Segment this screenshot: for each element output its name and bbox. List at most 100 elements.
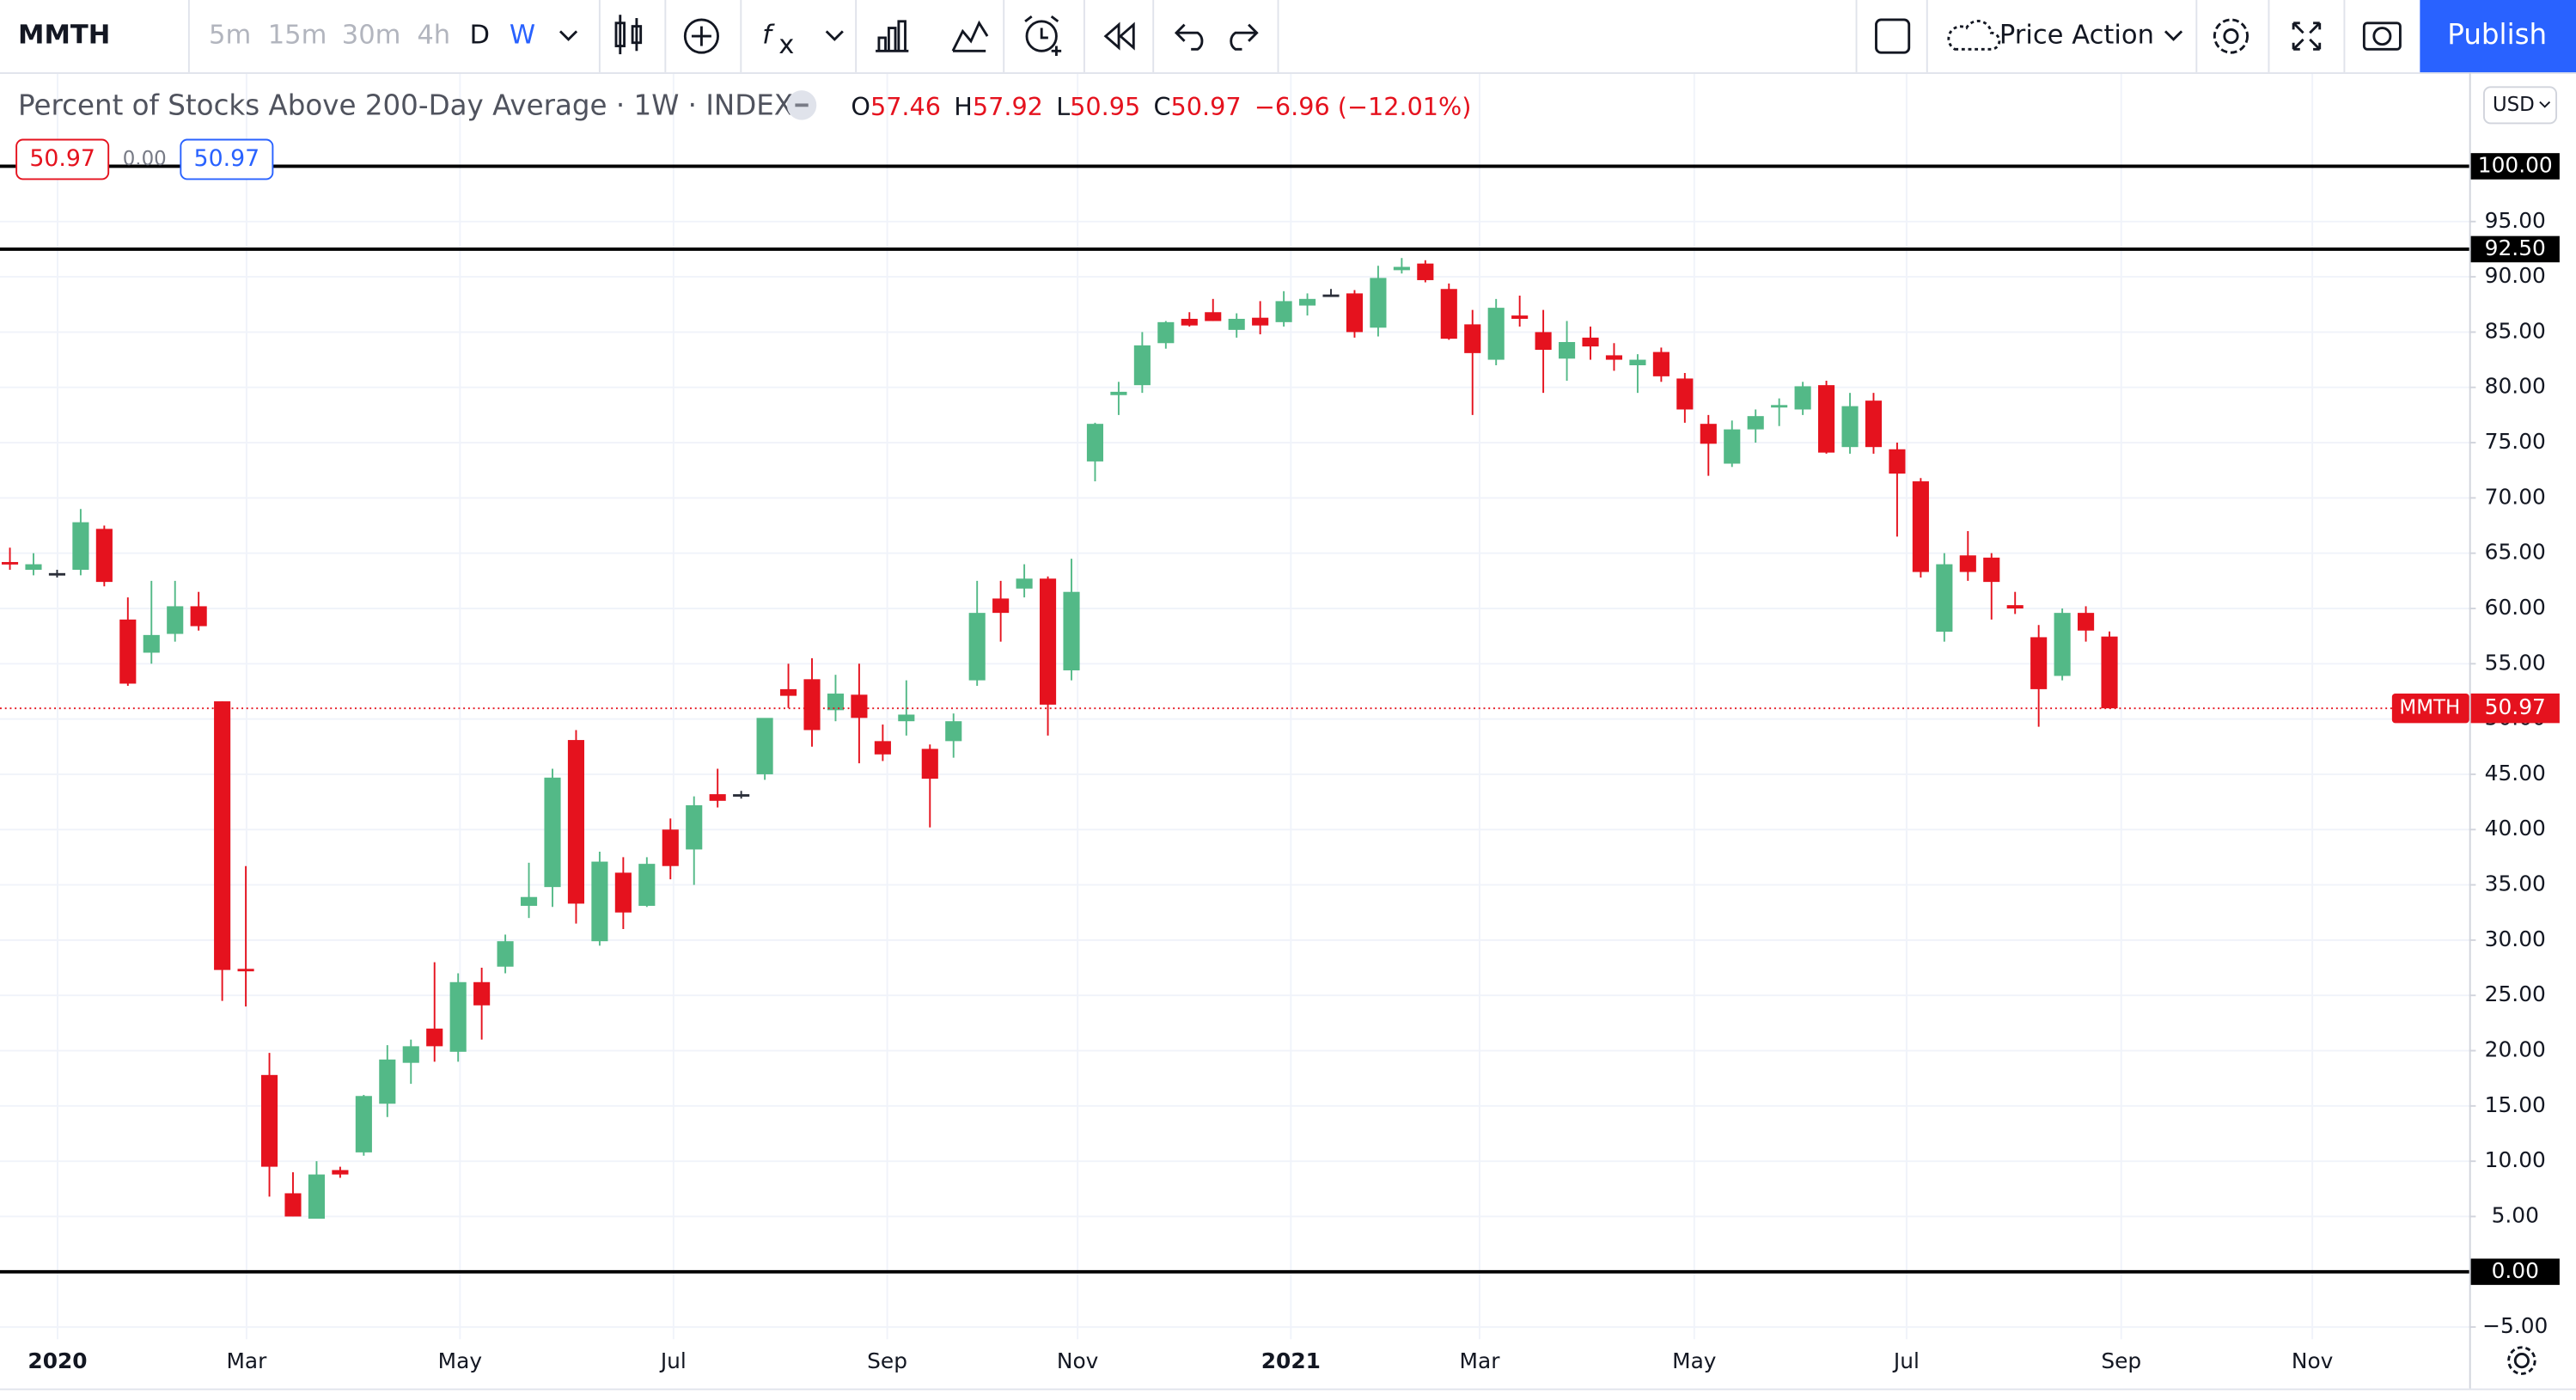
candle-body	[1983, 557, 2000, 583]
publish-label: Publish	[2447, 18, 2547, 51]
y-tick-label: 90.00	[2485, 263, 2546, 288]
y-tick-label: 5.00	[2492, 1202, 2539, 1227]
candle-body	[449, 981, 467, 1052]
candle-body	[379, 1059, 396, 1104]
templates-icon[interactable]	[876, 20, 909, 52]
candle-body	[921, 749, 938, 779]
ohlc-value: 50.97	[1171, 92, 1242, 121]
ohlc-key: C	[1154, 92, 1171, 121]
indicators-menu[interactable]	[825, 30, 844, 41]
interval-buttons: 5m 15m 30m 4h D W	[209, 21, 535, 51]
candle-body	[2030, 637, 2048, 689]
candle-body	[1440, 289, 1457, 339]
y-tick-label: 75.00	[2485, 429, 2546, 454]
candle-body	[1794, 386, 1811, 410]
buy-box[interactable]	[180, 138, 274, 180]
y-tick-label: 40.00	[2485, 816, 2546, 841]
candle-body	[1228, 318, 1245, 330]
horizontal-line-label-box	[2470, 235, 2560, 263]
candle-body	[402, 1046, 419, 1063]
ohlc-legend: O57.46 H57.92 L50.95 C50.97 −6.96 (−12.01%)	[851, 92, 1471, 121]
y-tick-label: 30.00	[2485, 926, 2546, 951]
candle-body	[308, 1174, 326, 1220]
candle-body	[1889, 449, 1906, 474]
candle-body	[1912, 481, 1929, 572]
sell-price: 50.97	[29, 145, 95, 172]
candle-body	[1252, 317, 1269, 326]
interval[interactable]: W	[510, 21, 535, 51]
y-tick-label: 20.00	[2485, 1037, 2546, 1062]
interval[interactable]: 4h	[417, 21, 450, 51]
candle-body	[1417, 263, 1434, 280]
candle-body	[497, 941, 514, 967]
grid	[0, 72, 2469, 1340]
y-tick-label: 85.00	[2485, 318, 2546, 343]
candle-body	[968, 613, 986, 681]
alert-icon[interactable]	[1024, 15, 1062, 57]
axis-settings-icon[interactable]	[2507, 1346, 2536, 1375]
add-icon[interactable]	[683, 18, 719, 54]
x-tick-label: Jul	[1892, 1348, 1920, 1373]
currency-menu	[2539, 101, 2551, 108]
replay-icon[interactable]	[1103, 21, 1135, 51]
chart-title: Percent of Stocks Above 200-Day Average …	[18, 89, 793, 121]
candle-body	[1, 561, 19, 565]
candle-body	[614, 872, 632, 913]
candle-body	[48, 572, 66, 576]
candle-body	[1016, 578, 1033, 589]
interval-menu[interactable]	[559, 30, 578, 41]
publish-button[interactable]	[2420, 0, 2576, 73]
layout-menu[interactable]	[2164, 30, 2183, 41]
candle-body	[544, 777, 561, 888]
candle-body	[2054, 613, 2071, 676]
interval[interactable]: 30m	[342, 21, 401, 51]
redo-icon[interactable]	[1230, 23, 1259, 51]
horizontal-line-label-box	[2470, 1258, 2560, 1286]
candle-body	[1275, 301, 1292, 322]
interval[interactable]: D	[470, 21, 491, 51]
interval[interactable]: 5m	[209, 21, 251, 51]
candle-body	[992, 598, 1010, 614]
sell-box[interactable]	[15, 138, 110, 180]
ohlc-value: 50.95	[1070, 92, 1140, 121]
layout-name[interactable]: Price Action	[1999, 21, 2154, 51]
symbol[interactable]: MMTH	[18, 21, 110, 51]
fullscreen-icon[interactable]	[2292, 21, 2322, 51]
candle-body	[1298, 298, 1316, 306]
candle-body	[1676, 378, 1694, 410]
candle-body	[72, 522, 89, 570]
candle-body	[1039, 578, 1057, 705]
candle-body	[1747, 416, 1764, 430]
cloud-icon[interactable]	[1947, 20, 2001, 51]
snapshot-icon[interactable]	[2362, 21, 2402, 51]
candle-body	[119, 619, 137, 684]
last-price-name: MMTH	[2399, 697, 2460, 719]
candle-body	[1157, 321, 1175, 344]
candle-body	[2101, 636, 2118, 709]
candle-body	[1959, 555, 1976, 572]
chart-type-icon[interactable]	[614, 15, 643, 55]
candle-body	[1936, 564, 1953, 633]
candle-body	[190, 606, 207, 627]
compare-icon[interactable]	[951, 20, 989, 52]
candle-body	[662, 829, 679, 866]
horizontal-line-label: 0.00	[2492, 1258, 2539, 1283]
candle-body	[1346, 293, 1364, 333]
candle-body	[1724, 429, 1741, 464]
candle-body	[332, 1170, 349, 1175]
interval[interactable]: 15m	[268, 21, 327, 51]
candle-body	[355, 1096, 372, 1152]
candle-body	[1841, 406, 1859, 448]
candle-body	[1771, 405, 1788, 408]
candle-body	[638, 864, 656, 907]
x-tick-label: 2020	[27, 1348, 87, 1373]
settings-icon[interactable]	[2213, 18, 2249, 54]
candle-body	[237, 969, 254, 972]
candle-body	[756, 718, 773, 774]
y-tick-label: 80.00	[2485, 374, 2546, 399]
layout-icon[interactable]	[1875, 18, 1911, 54]
currency-button[interactable]	[2482, 86, 2558, 125]
candle-body	[1559, 341, 1576, 359]
candle-body	[520, 896, 538, 907]
undo-icon[interactable]	[1174, 23, 1204, 51]
